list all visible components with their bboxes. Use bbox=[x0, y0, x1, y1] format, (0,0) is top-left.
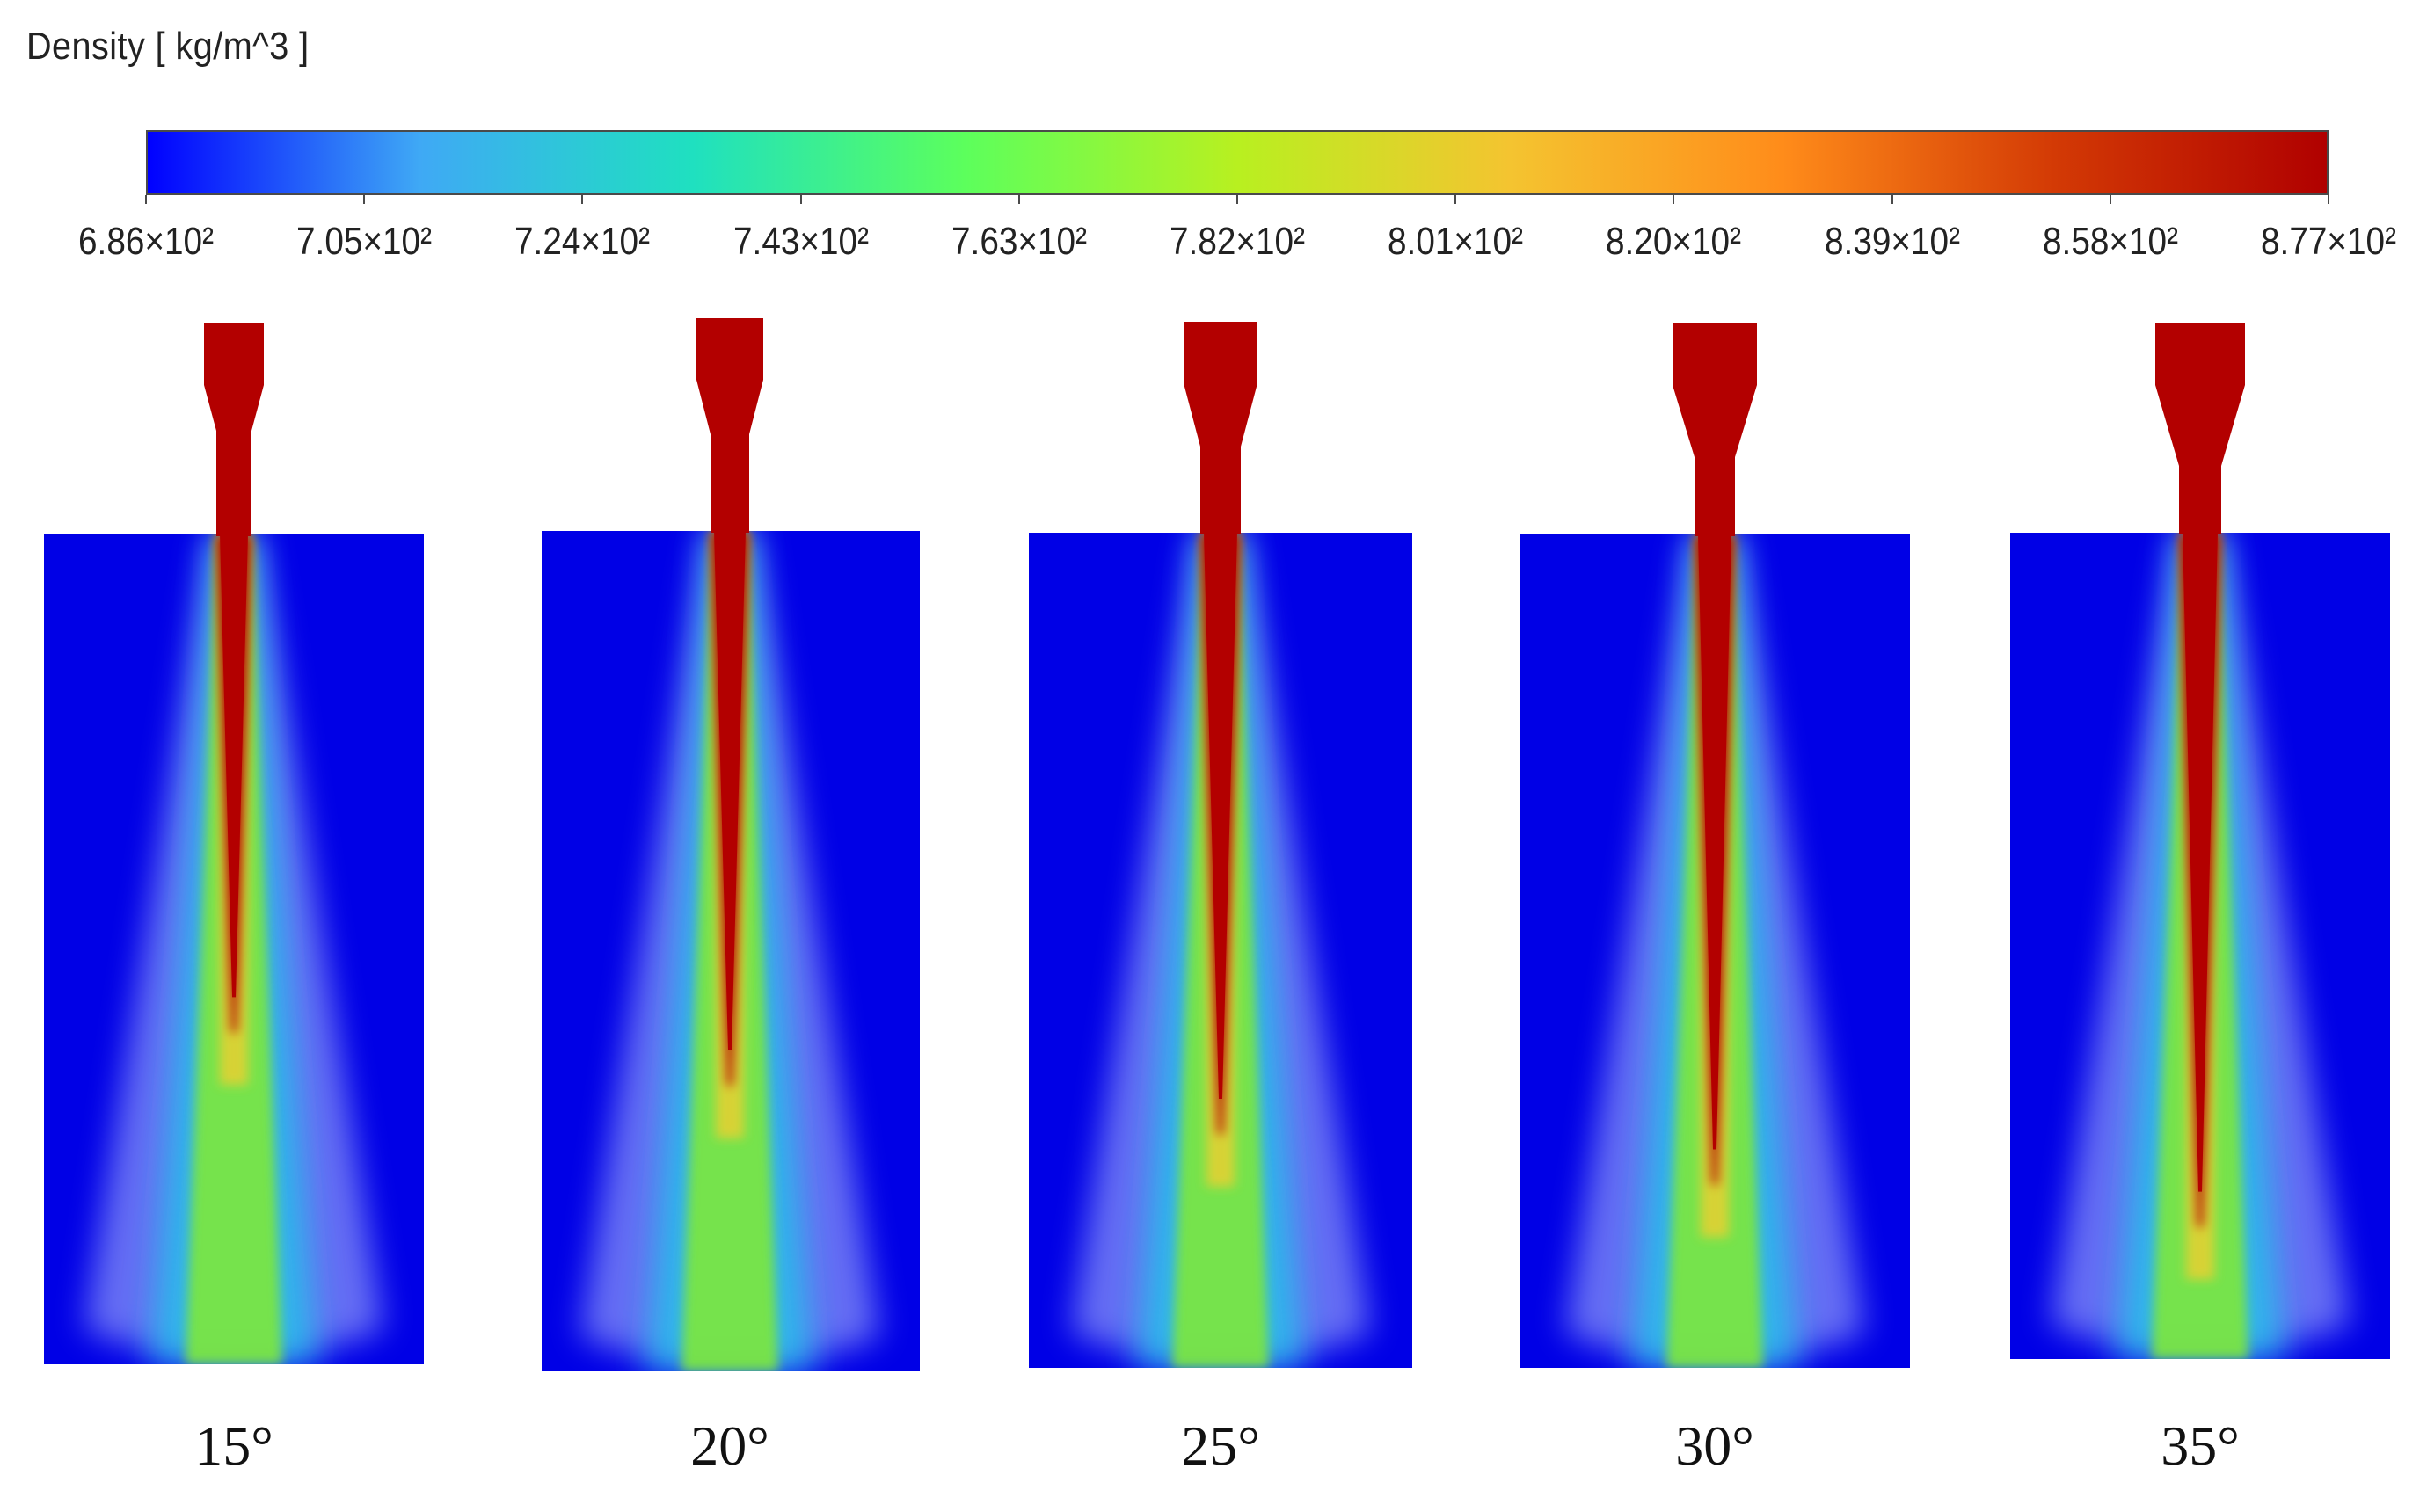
jet-core-solid bbox=[1698, 534, 1731, 1150]
case-angle-label: 25° bbox=[1181, 1414, 1260, 1477]
contour-panel bbox=[1029, 322, 1412, 1368]
legend-title: Density [ kg/m^3 ] bbox=[26, 25, 310, 68]
contour-panel bbox=[1520, 323, 1910, 1368]
jet-core-solid bbox=[1204, 533, 1237, 1099]
contour-panel bbox=[2010, 323, 2390, 1359]
nozzle bbox=[696, 318, 763, 533]
colorbar-tick bbox=[1891, 195, 1893, 204]
nozzle bbox=[1184, 322, 1257, 534]
case-angle-label: 20° bbox=[690, 1414, 769, 1477]
colorbar-tick bbox=[1454, 195, 1457, 204]
colorbar-tick-label: 7.43×10² bbox=[732, 220, 869, 263]
nozzle bbox=[2155, 323, 2245, 534]
case-angle-label: 15° bbox=[194, 1414, 273, 1477]
colorbar-tick bbox=[581, 195, 584, 204]
colorbar-tick bbox=[1017, 195, 1020, 204]
colorbar-tick-label: 8.77×10² bbox=[2261, 220, 2396, 263]
colorbar-tick-label: 8.01×10² bbox=[1388, 220, 1524, 263]
colorbar-tick bbox=[145, 195, 147, 204]
jet-core-solid bbox=[2183, 533, 2218, 1192]
colorbar-tick bbox=[799, 195, 802, 204]
colorbar-tick-label: 7.63×10² bbox=[951, 220, 1087, 263]
colorbar-tick bbox=[1673, 195, 1675, 204]
colorbar-tick-label: 7.24×10² bbox=[514, 220, 651, 263]
colorbar-tick bbox=[2109, 195, 2111, 204]
colorbar-tick-label: 8.39×10² bbox=[1824, 220, 1960, 263]
contour-panel bbox=[542, 318, 920, 1371]
colorbar-tick bbox=[363, 195, 366, 204]
case-angle-label: 35° bbox=[2161, 1414, 2240, 1477]
contour-panel bbox=[44, 323, 424, 1364]
nozzle bbox=[204, 323, 264, 536]
colorbar-tick-label: 7.05×10² bbox=[296, 220, 433, 263]
colorbar-tick-label: 7.82×10² bbox=[1170, 220, 1305, 263]
nozzle bbox=[1673, 323, 1757, 536]
jet-core-solid bbox=[714, 531, 746, 1050]
colorbar-tick-label: 6.86×10² bbox=[78, 220, 214, 263]
colorbar-tick-label: 8.20×10² bbox=[1606, 220, 1742, 263]
jet-core-solid bbox=[220, 534, 248, 998]
density-colorbar bbox=[146, 130, 2329, 195]
case-angle-label: 30° bbox=[1675, 1414, 1754, 1477]
colorbar-tick-label: 8.58×10² bbox=[2042, 220, 2178, 263]
colorbar-tick bbox=[1236, 195, 1238, 204]
colorbar-tick bbox=[2328, 195, 2329, 204]
